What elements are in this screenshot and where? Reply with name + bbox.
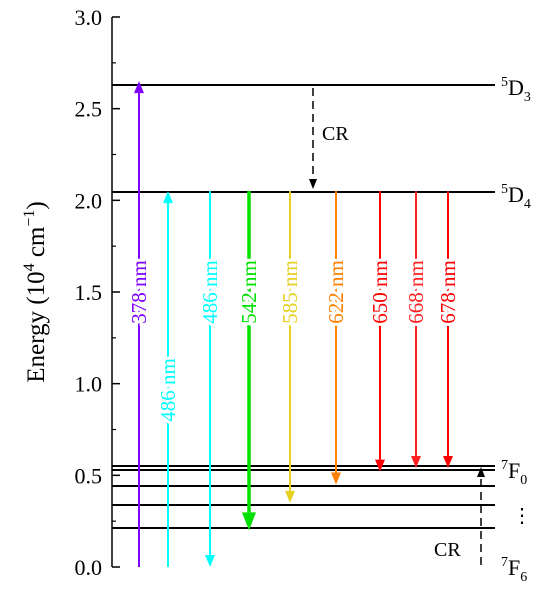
transition-wavelength-label: 622 nm	[324, 260, 348, 324]
y-tick-label: 3.0	[75, 5, 103, 30]
transition-wavelength-label: 542 nm	[237, 260, 261, 324]
transition-arrow-head	[285, 490, 295, 503]
transition-arrow-head	[242, 512, 256, 531]
y-tick-label: 2.5	[75, 97, 103, 122]
level-7F-manifold	[112, 465, 495, 529]
ellipsis-7F: ⋮	[512, 505, 532, 527]
label-7F6: 7F6	[501, 555, 527, 585]
y-tick-label: 1.5	[75, 280, 103, 305]
transition-wavelength-label: 668 nm	[404, 260, 428, 324]
transition-wavelength-label: 486 nm	[198, 260, 222, 324]
transition-arrow-head	[375, 459, 385, 472]
y-axis-ticks: 0.0 0.5 1.0 1.5 2.0 2.5 3.0	[75, 5, 120, 580]
transition-arrow-head	[134, 81, 144, 94]
transition-wavelength-label: 486 nm	[156, 358, 180, 422]
y-tick-label: 0.5	[75, 463, 103, 488]
y-tick-label: 0.0	[75, 555, 103, 580]
y-tick-label: 1.0	[75, 372, 103, 397]
transition-arrow-head	[205, 555, 215, 567]
transition-arrow-head	[331, 472, 341, 485]
transition-arrow-head	[411, 456, 421, 468]
cr-label-top: CR	[322, 123, 349, 145]
label-7F0: 7F0	[501, 458, 527, 488]
transition-wavelength-label: 678 nm	[436, 260, 460, 324]
transition-wavelength-label: 585 nm	[278, 260, 302, 324]
label-5D4: 5D4	[501, 182, 531, 212]
transition-arrow-head	[443, 456, 453, 468]
transition-wavelength-label: 378 nm	[127, 260, 151, 324]
cr-label-bottom: CR	[434, 539, 461, 561]
transition-wavelength-label: 650 nm	[368, 260, 392, 324]
transition-arrows: 378 nm 486 nm 486 nm 542 nm 585 nm 622 nm 650 …	[124, 81, 463, 567]
y-axis-label: Energy (104 cm−1)	[21, 201, 50, 382]
label-5D3: 5D3	[501, 75, 531, 105]
y-tick-label: 2.0	[75, 188, 103, 213]
transition-arrow-head	[163, 191, 173, 204]
